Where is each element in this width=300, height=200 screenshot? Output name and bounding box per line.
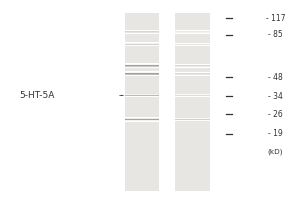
Text: - 34: - 34 — [268, 92, 283, 101]
Text: --: -- — [118, 91, 124, 100]
Bar — [124, 13, 159, 191]
Text: - 48: - 48 — [268, 73, 283, 82]
Text: - 117: - 117 — [266, 14, 285, 23]
Text: - 19: - 19 — [268, 129, 283, 138]
Text: (kD): (kD) — [268, 148, 283, 155]
Text: 5-HT-5A: 5-HT-5A — [19, 91, 54, 100]
Text: - 85: - 85 — [268, 30, 283, 39]
Bar — [176, 13, 210, 191]
Text: - 26: - 26 — [268, 110, 283, 119]
